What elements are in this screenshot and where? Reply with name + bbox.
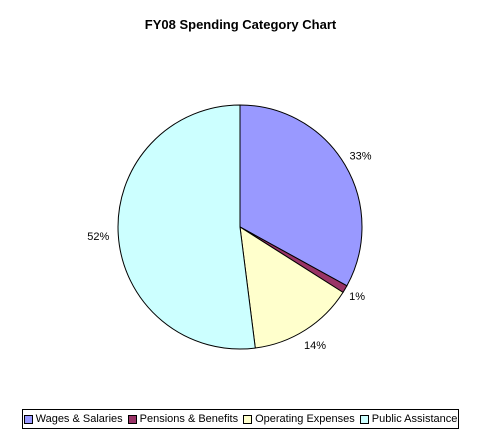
pie-label-pensions-benefits: 1% [349, 291, 365, 303]
legend-label-operating-expenses: Operating Expenses [255, 413, 355, 425]
legend-label-pensions-benefits: Pensions & Benefits [139, 413, 239, 425]
legend-swatch-wages-salaries [23, 414, 33, 424]
pie-slice-public-assistance [117, 104, 256, 350]
pie-label-operating-expenses: 14% [304, 340, 326, 352]
pie-label-wages-salaries: 33% [349, 151, 371, 163]
legend-label-wages-salaries: Wages & Salaries [35, 413, 123, 425]
pie-slices [117, 104, 363, 350]
pie-labels: 33% 1% 14% 52% [87, 151, 371, 353]
legend-item-wages-salaries: Wages & Salaries [23, 413, 123, 425]
legend-label-public-assistance: Public Assistance [371, 413, 458, 425]
legend-swatch-operating-expenses [243, 414, 253, 424]
pie-slice-wages-salaries [239, 104, 363, 287]
pie-label-public-assistance: 52% [87, 231, 109, 243]
pie-chart: 33% 1% 14% 52% [87, 104, 372, 353]
legend-item-public-assistance: Public Assistance [359, 413, 458, 425]
chart-legend: Wages & Salaries Pensions & Benefits Ope… [22, 409, 459, 429]
legend-swatch-pensions-benefits [127, 414, 137, 424]
chart-title: FY08 Spending Category Chart [144, 17, 337, 32]
legend-item-operating-expenses: Operating Expenses [243, 413, 355, 425]
pie-slice-operating-expenses [239, 226, 344, 349]
legend-swatch-public-assistance [359, 414, 369, 424]
legend-item-pensions-benefits: Pensions & Benefits [127, 413, 239, 425]
